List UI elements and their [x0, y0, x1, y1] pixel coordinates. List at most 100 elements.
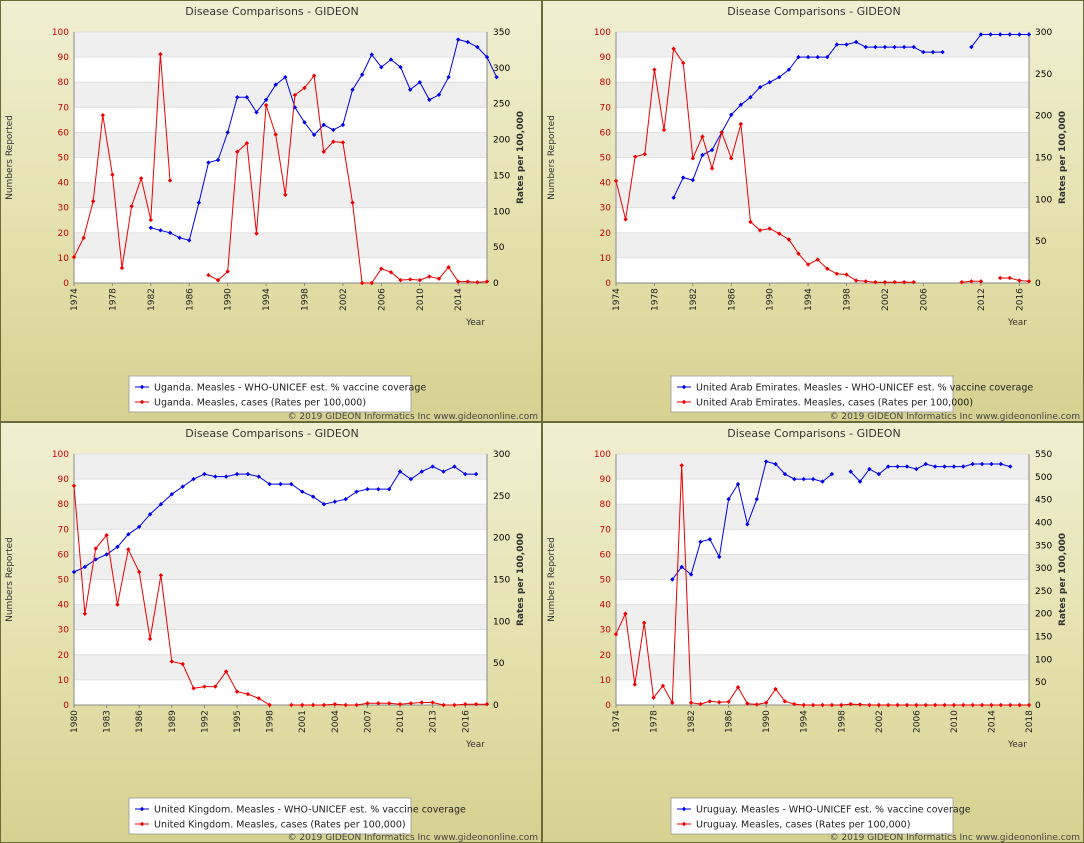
data-point [895, 702, 900, 708]
x-tick-label: 2014 [987, 710, 997, 733]
left-tick-label: 90 [58, 53, 70, 63]
left-axis-label: Numbers Reported [547, 537, 557, 622]
data-point [267, 702, 272, 708]
data-point [427, 97, 432, 102]
left-tick-label: 60 [58, 128, 70, 138]
data-point [311, 132, 317, 138]
chart-panel: Disease Comparisons - GIDEON 0 10 20 30 40 50 6… [0, 0, 542, 422]
right-tick-label: 200 [493, 136, 510, 146]
data-point [129, 204, 134, 209]
data-point [234, 471, 240, 477]
right-tick-label: 300 [493, 64, 510, 74]
left-tick-label: 30 [58, 626, 70, 636]
data-point [820, 479, 825, 484]
data-point [158, 228, 163, 233]
data-point [717, 700, 722, 705]
grid-band [616, 554, 1029, 580]
left-tick-label: 50 [58, 154, 70, 164]
x-tick-label: 1986 [725, 710, 735, 733]
credit-text: © 2019 GIDEON Informatics Inc www.gideon… [830, 833, 1080, 843]
legend-label: Uganda. Measles, cases (Rates per 100,00… [154, 398, 366, 409]
data-point [180, 484, 185, 489]
data-point [942, 702, 947, 708]
data-point [430, 464, 435, 469]
data-point [801, 702, 806, 708]
chart-title: Disease Comparisons - GIDEON [727, 5, 900, 18]
data-point [951, 464, 957, 469]
data-point [446, 74, 451, 80]
data-point [613, 632, 619, 637]
right-tick-label: 50 [493, 659, 505, 669]
x-tick-label: 2002 [875, 710, 885, 733]
right-tick-label: 0 [493, 279, 499, 289]
data-point [463, 701, 468, 707]
data-point [354, 702, 359, 708]
chart-panel: Disease Comparisons - GIDEON 0 10 20 30 40 50 6… [0, 422, 542, 843]
data-point [419, 700, 424, 705]
data-point [738, 121, 744, 127]
x-tick-label: 1990 [766, 288, 776, 311]
data-point [215, 277, 221, 283]
left-axis-label: Numbers Reported [5, 537, 15, 622]
data-point [886, 702, 891, 708]
data-point [863, 279, 868, 284]
legend-label: United Arab Emirates. Measles - WHO-UNIC… [696, 383, 1033, 394]
grid-band [616, 32, 1029, 58]
data-point [82, 611, 88, 617]
data-point [914, 466, 919, 472]
data-point [446, 265, 451, 270]
data-point [417, 80, 422, 85]
data-point [256, 474, 261, 479]
data-point [997, 275, 1003, 281]
data-point [473, 701, 479, 707]
x-tick-label: 1995 [233, 710, 243, 733]
left-tick-label: 80 [600, 500, 612, 510]
data-point [365, 486, 370, 492]
left-tick-label: 90 [58, 475, 70, 485]
data-point [91, 199, 96, 204]
legend-marker [139, 821, 145, 827]
x-tick-label: 2016 [461, 710, 471, 733]
data-point [419, 469, 424, 474]
grid-band [616, 604, 1029, 630]
data-point [331, 127, 336, 133]
data-point [167, 178, 173, 183]
data-point [436, 276, 442, 281]
x-tick-label: 1992 [200, 710, 210, 733]
left-tick-label: 40 [600, 179, 612, 189]
right-tick-label: 50 [1035, 237, 1047, 247]
x-tick-label: 1994 [262, 288, 272, 311]
data-point [932, 702, 938, 708]
right-tick-label: 500 [1035, 473, 1052, 483]
left-tick-label: 70 [58, 103, 70, 113]
data-point [998, 461, 1004, 467]
left-axis-label: Numbers Reported [5, 115, 15, 200]
data-point [147, 512, 153, 517]
grid-band [616, 454, 1029, 480]
data-point [71, 483, 77, 488]
data-point [388, 270, 394, 275]
data-point [810, 702, 816, 708]
data-point [397, 469, 403, 474]
x-tick-label: 1986 [185, 288, 195, 311]
data-point [1017, 702, 1022, 708]
data-point [196, 200, 202, 205]
data-point [839, 702, 844, 708]
x-tick-label: 1998 [843, 288, 853, 311]
chart-title: Disease Comparisons - GIDEON [727, 427, 900, 440]
grid-band [74, 232, 487, 258]
right-tick-label: 0 [1035, 279, 1041, 289]
left-tick-label: 70 [600, 525, 612, 535]
data-point [873, 279, 878, 285]
legend-label: Uruguay. Measles - WHO-UNICEF est. % vac… [696, 805, 971, 816]
x-tick-label: 2006 [912, 710, 922, 733]
data-point [379, 266, 384, 271]
data-point [263, 102, 269, 108]
data-point [148, 225, 154, 230]
left-tick-label: 10 [58, 254, 70, 264]
right-axis-label: Rates per 100,000 [516, 111, 526, 204]
data-point [465, 39, 470, 45]
x-tick-label: 2016 [1015, 288, 1025, 311]
data-point [302, 85, 307, 91]
x-tick-label: 2006 [919, 288, 929, 311]
